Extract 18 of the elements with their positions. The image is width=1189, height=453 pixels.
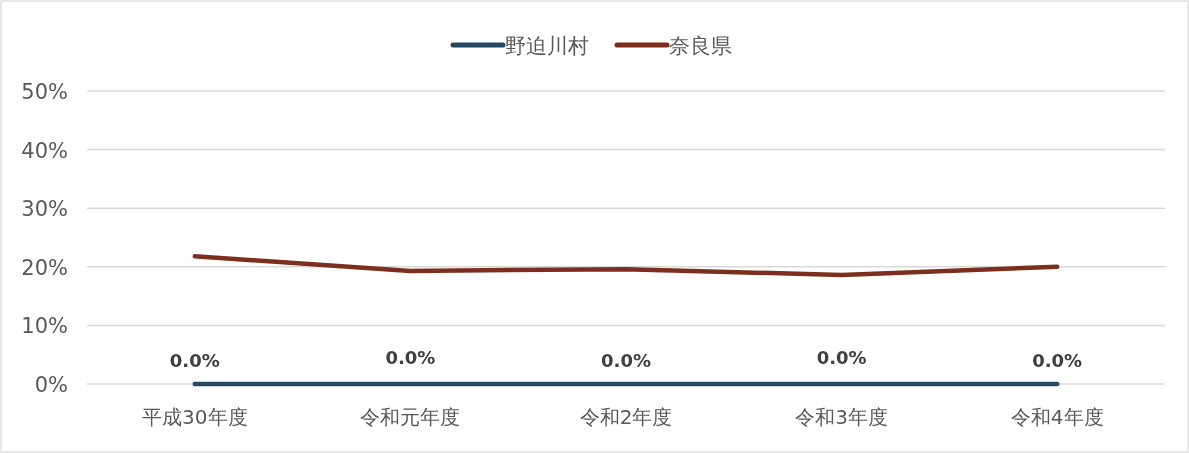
x-tick-label: 令和3年度	[795, 405, 888, 429]
y-tick-label: 10%	[21, 314, 68, 339]
y-tick-label: 50%	[21, 80, 68, 104]
data-label: 0.0%	[601, 350, 651, 371]
y-tick-label: 20%	[21, 255, 68, 280]
x-tick-label: 令和2年度	[579, 405, 673, 429]
x-tick-label: 令和4年度	[1010, 405, 1104, 429]
x-tick-label: 令和元年度	[360, 405, 461, 429]
data-label: 0.0%	[1032, 350, 1083, 371]
data-label: 0.0%	[169, 350, 220, 371]
legend-label: 奈良県	[669, 34, 732, 58]
y-tick-label: 0%	[34, 373, 68, 397]
data-label: 0.0%	[816, 347, 867, 368]
y-tick-label: 40%	[21, 138, 68, 163]
legend-label: 野迫川村	[505, 34, 589, 58]
data-label: 0.0%	[385, 347, 436, 368]
y-tick-label: 30%	[21, 197, 68, 222]
x-tick-label: 平成30年度	[142, 405, 248, 429]
